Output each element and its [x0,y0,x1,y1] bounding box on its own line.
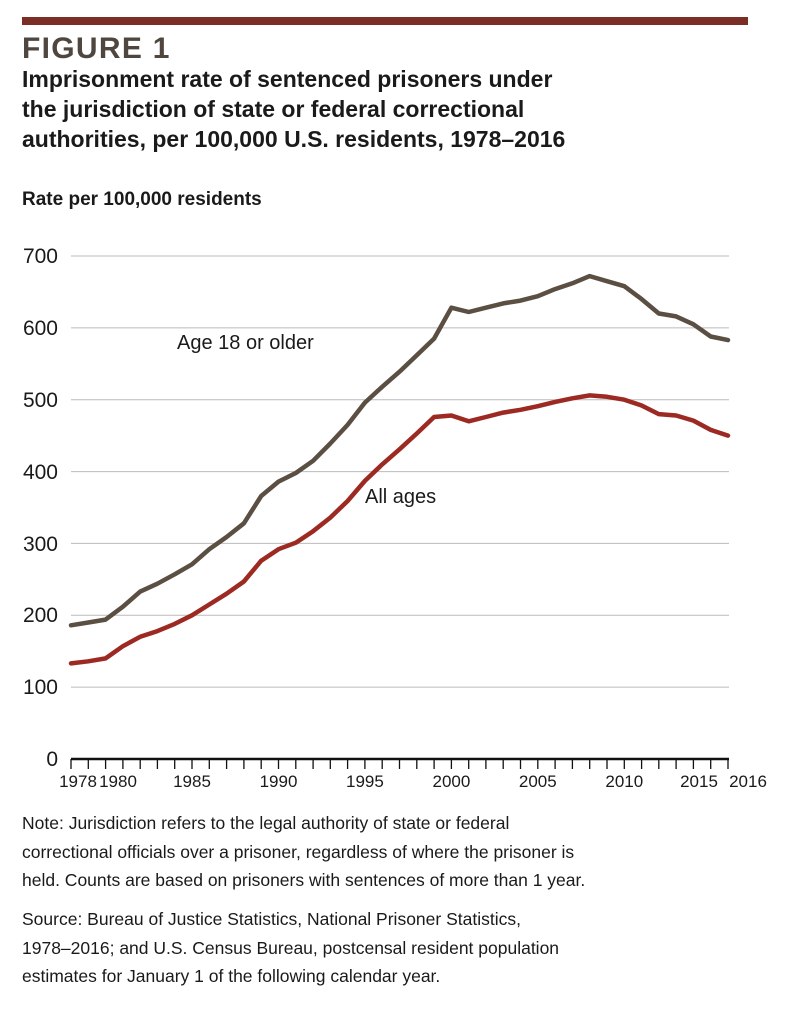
svg-text:2015: 2015 [680,772,718,791]
svg-text:100: 100 [23,676,58,699]
svg-text:1990: 1990 [260,772,298,791]
svg-text:1985: 1985 [173,772,211,791]
svg-text:2005: 2005 [519,772,557,791]
svg-text:0: 0 [46,748,58,771]
svg-text:500: 500 [23,389,58,412]
svg-text:300: 300 [23,533,58,556]
svg-text:1978: 1978 [59,772,97,791]
svg-text:2016: 2016 [729,772,767,791]
svg-text:400: 400 [23,461,58,484]
svg-text:600: 600 [23,317,58,340]
svg-text:1980: 1980 [99,772,137,791]
svg-text:2000: 2000 [432,772,470,791]
svg-text:200: 200 [23,604,58,627]
svg-text:1995: 1995 [346,772,384,791]
svg-text:2010: 2010 [605,772,643,791]
svg-text:700: 700 [23,245,58,268]
